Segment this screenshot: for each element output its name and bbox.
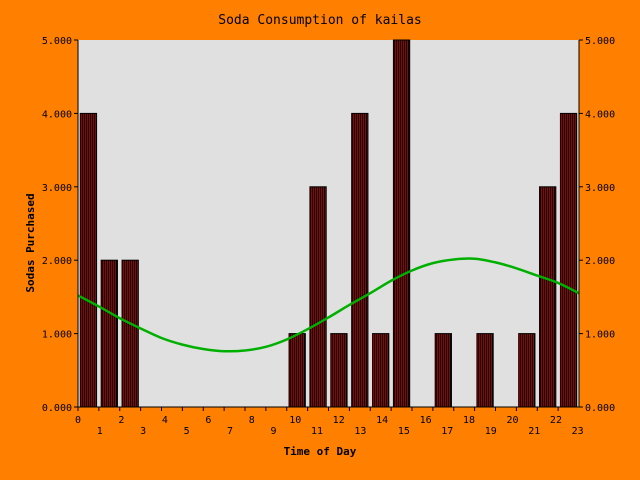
y-tick-label-left: 3.000 — [42, 183, 72, 194]
x-tick-label: 8 — [249, 415, 255, 426]
y-tick-label-left: 2.000 — [42, 256, 72, 267]
y-tick-label-left: 5.000 — [42, 36, 72, 47]
x-tick-label: 2 — [118, 415, 124, 426]
bar — [539, 186, 557, 408]
bar — [372, 333, 390, 408]
bar — [309, 186, 327, 408]
x-tick-label: 21 — [528, 426, 540, 437]
bars-layer — [79, 39, 578, 408]
y-tick-label-left: 1.000 — [42, 330, 72, 341]
y-tick-label-right: 2.000 — [585, 256, 615, 267]
y-axis-label: Sodas Purchased — [24, 193, 37, 292]
x-tick-label: 0 — [75, 415, 81, 426]
x-tick-label: 17 — [441, 426, 453, 437]
x-tick-label: 23 — [572, 426, 584, 437]
bar — [330, 333, 348, 408]
bar — [351, 112, 369, 408]
x-tick-label: 11 — [311, 426, 323, 437]
x-tick-label: 6 — [205, 415, 211, 426]
bar — [559, 112, 578, 408]
y-tick-label-right: 4.000 — [585, 109, 615, 120]
x-tick-label: 18 — [463, 415, 475, 426]
bar — [121, 259, 139, 408]
x-tick-label: 22 — [550, 415, 562, 426]
trend-line — [77, 257, 580, 353]
x-tick-label: 20 — [506, 415, 518, 426]
bar — [288, 333, 306, 408]
x-tick-label: 16 — [420, 415, 432, 426]
x-tick-label: 9 — [271, 426, 277, 437]
bar — [392, 39, 411, 408]
bar — [476, 333, 494, 408]
plot-area — [78, 40, 579, 407]
y-tick-label-right: 3.000 — [585, 183, 615, 194]
y-tick-label-right: 5.000 — [585, 36, 615, 47]
axes-layer: 0.000 0.000 1.000 1.000 2.000 2.000 3.000 3.000… — [42, 36, 615, 437]
x-axis-label: Time of Day — [284, 445, 357, 458]
bar — [434, 333, 452, 408]
x-tick-label: 7 — [227, 426, 233, 437]
y-tick-label-left: 4.000 — [42, 109, 72, 120]
x-tick-label: 12 — [333, 415, 345, 426]
y-tick-label-right: 0.000 — [585, 403, 615, 414]
bar — [79, 112, 98, 408]
x-tick-label: 4 — [162, 415, 168, 426]
bar — [518, 333, 536, 408]
x-tick-label: 1 — [97, 426, 103, 437]
x-tick-label: 14 — [376, 415, 388, 426]
x-tick-label: 13 — [354, 426, 366, 437]
y-tick-label-right: 1.000 — [585, 330, 615, 341]
bar — [100, 259, 118, 408]
x-tick-label: 3 — [140, 426, 146, 437]
chart-title: Soda Consumption of kailas — [218, 13, 422, 28]
x-tick-label: 15 — [398, 426, 410, 437]
x-tick-label: 5 — [184, 426, 190, 437]
x-tick-label: 10 — [289, 415, 301, 426]
y-tick-label-left: 0.000 — [42, 403, 72, 414]
x-tick-label: 19 — [485, 426, 497, 437]
